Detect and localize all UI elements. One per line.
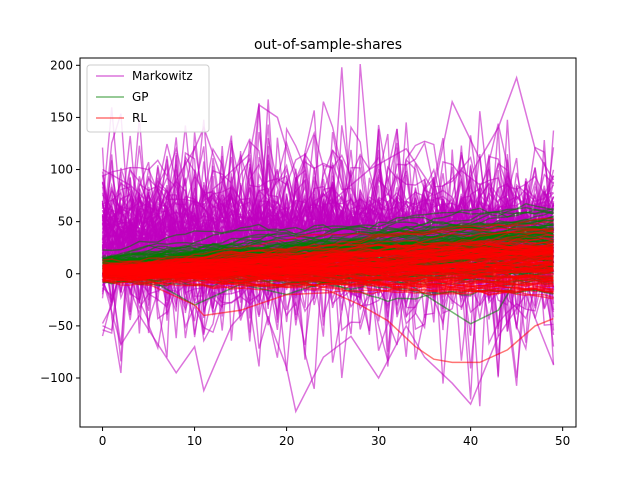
y-tick-label-50: 50 bbox=[58, 215, 73, 229]
rl-line bbox=[102, 250, 554, 275]
rl-line bbox=[102, 271, 554, 289]
rl-line bbox=[102, 234, 554, 275]
y-axis: −100 −50 0 50 100 150 200 bbox=[40, 58, 80, 385]
rl-line bbox=[102, 271, 554, 299]
y-tick-label--50: −50 bbox=[48, 319, 73, 333]
markowitz-line bbox=[101, 161, 555, 243]
markowitz-line bbox=[101, 278, 555, 414]
x-tick-label-10: 10 bbox=[187, 434, 202, 448]
chart-title: out-of-sample-shares bbox=[254, 37, 402, 53]
x-tick-label-40: 40 bbox=[463, 434, 478, 448]
legend-box bbox=[86, 64, 210, 133]
x-tick-label-20: 20 bbox=[279, 434, 294, 448]
legend: Markowitz GP RL bbox=[86, 64, 210, 133]
y-tick-label--100: −100 bbox=[40, 371, 73, 385]
y-tick-label-0: 0 bbox=[65, 267, 73, 281]
gp-line bbox=[102, 219, 554, 262]
x-tick-label-50: 50 bbox=[555, 434, 570, 448]
legend-label-markowitz: Markowitz bbox=[132, 69, 193, 83]
x-axis: 0 10 20 30 40 50 bbox=[99, 427, 570, 448]
markowitz-line bbox=[102, 161, 555, 238]
rl-line bbox=[102, 260, 554, 275]
plot-frame bbox=[79, 57, 577, 428]
legend-label-gp: GP bbox=[132, 90, 149, 104]
markowitz-line bbox=[101, 178, 554, 247]
rl-line bbox=[102, 276, 554, 364]
x-tick-label-30: 30 bbox=[371, 434, 386, 448]
y-tick-label-150: 150 bbox=[50, 110, 73, 124]
rl-line bbox=[102, 244, 554, 269]
legend-label-rl: RL bbox=[132, 111, 147, 125]
markowitz-line bbox=[101, 161, 555, 352]
markowitz-line bbox=[102, 75, 555, 213]
x-tick-label-0: 0 bbox=[99, 434, 107, 448]
series-rl bbox=[102, 217, 554, 364]
y-tick-label-100: 100 bbox=[50, 163, 73, 177]
y-tick-label-200: 200 bbox=[50, 58, 73, 72]
rl-line bbox=[102, 260, 554, 276]
rl-line bbox=[102, 217, 554, 270]
rl-line bbox=[102, 220, 554, 268]
series-layer bbox=[101, 63, 555, 414]
